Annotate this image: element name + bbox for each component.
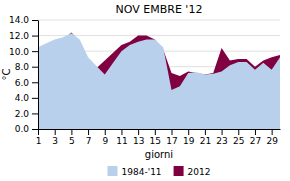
y-tick-label: 4.0 bbox=[15, 93, 30, 103]
x-tick-mark bbox=[88, 129, 89, 135]
grid-line bbox=[38, 20, 280, 21]
x-tick-mark bbox=[255, 129, 256, 135]
x-tick: 17 bbox=[166, 129, 177, 146]
legend-item: 2012 bbox=[174, 166, 211, 177]
x-tick-label: 29 bbox=[266, 136, 278, 146]
grid bbox=[38, 20, 280, 129]
x-tick-mark bbox=[71, 129, 72, 135]
x-tick-mark bbox=[155, 129, 156, 135]
areas bbox=[38, 32, 280, 129]
x-tick-label: 15 bbox=[150, 136, 161, 146]
title: NOV EMBRE '12 bbox=[116, 3, 203, 16]
y-tick-label: 12.0 bbox=[9, 31, 29, 41]
y-tick-label: 0.0 bbox=[15, 124, 30, 134]
chart: 13579111315171921232527290.02.04.06.08.0… bbox=[0, 0, 290, 181]
y-tick-mark bbox=[32, 98, 38, 99]
x-tick-label: 27 bbox=[250, 136, 261, 146]
y-axis-line bbox=[38, 21, 39, 130]
y-tick-mark bbox=[32, 67, 38, 68]
y-tick-label: 2.0 bbox=[15, 109, 30, 119]
legend-item: 1984-'11 bbox=[108, 166, 162, 177]
y-tick-mark bbox=[32, 20, 38, 21]
y-tick-mark bbox=[32, 51, 38, 52]
x-tick-label: 13 bbox=[133, 136, 144, 146]
area bbox=[38, 32, 280, 129]
x-tick-mark bbox=[188, 129, 189, 135]
x-tick-mark bbox=[238, 129, 239, 135]
x-tick: 15 bbox=[150, 129, 161, 146]
area bbox=[38, 33, 280, 129]
x-tick-label: 9 bbox=[102, 136, 108, 146]
legend: 1984-'11 2012 bbox=[108, 166, 211, 177]
x-axis: 1357911131517192123252729 bbox=[36, 129, 281, 146]
y-axis-title: °C bbox=[1, 68, 12, 80]
x-tick-mark bbox=[205, 129, 206, 135]
x-tick-label: 11 bbox=[116, 136, 127, 146]
x-tick-mark bbox=[222, 129, 223, 135]
legend-swatch bbox=[108, 166, 118, 176]
y-tick: 4.0 bbox=[15, 93, 38, 103]
y-tick: 6.0 bbox=[15, 78, 38, 88]
x-tick: 25 bbox=[233, 129, 244, 146]
y-tick-label: 10.0 bbox=[9, 47, 29, 57]
y-tick-mark bbox=[32, 82, 38, 83]
y-tick-mark bbox=[32, 36, 38, 37]
legend-swatch bbox=[174, 166, 184, 176]
x-tick-mark bbox=[121, 129, 122, 135]
x-tick: 23 bbox=[216, 129, 227, 146]
x-tick-label: 25 bbox=[233, 136, 244, 146]
y-tick: 8.0 bbox=[15, 62, 38, 72]
x-tick-mark bbox=[272, 129, 273, 135]
x-tick-mark bbox=[55, 129, 56, 135]
x-tick-label: 1 bbox=[36, 136, 42, 146]
x-tick: 13 bbox=[133, 129, 144, 146]
x-tick-mark bbox=[105, 129, 106, 135]
x-tick-label: 5 bbox=[69, 136, 75, 146]
x-tick-mark bbox=[138, 129, 139, 135]
y-tick-label: 8.0 bbox=[15, 62, 30, 72]
y-tick: 2.0 bbox=[15, 109, 38, 119]
x-tick: 3 bbox=[52, 129, 58, 146]
x-tick: 9 bbox=[102, 129, 108, 146]
x-tick-mark bbox=[172, 129, 173, 135]
x-tick: 5 bbox=[69, 129, 75, 146]
x-tick: 29 bbox=[266, 129, 278, 146]
x-tick: 7 bbox=[86, 129, 92, 146]
y-tick-mark bbox=[32, 129, 38, 130]
x-axis-line bbox=[39, 129, 281, 130]
y-tick: 10.0 bbox=[9, 47, 38, 57]
y-tick: 0.0 bbox=[15, 124, 38, 134]
y-tick: 12.0 bbox=[9, 31, 38, 41]
x-tick-label: 19 bbox=[183, 136, 195, 146]
x-tick: 1 bbox=[36, 129, 42, 146]
y-tick-label: 6.0 bbox=[15, 78, 30, 88]
plot: 13579111315171921232527290.02.04.06.08.0… bbox=[9, 15, 281, 146]
legend-label: 1984-'11 bbox=[122, 167, 162, 177]
x-tick: 11 bbox=[116, 129, 127, 146]
y-tick-mark bbox=[32, 113, 38, 114]
legend-label: 2012 bbox=[188, 167, 211, 177]
y-axis: 0.0 2.0 4.0 6.0 8.0 10.0 12.0 14.0 bbox=[9, 15, 39, 134]
x-tick: 27 bbox=[250, 129, 261, 146]
x-tick-label: 23 bbox=[216, 136, 227, 146]
y-tick: 14.0 bbox=[9, 15, 38, 25]
x-tick: 21 bbox=[200, 129, 211, 146]
x-axis-title: giorni bbox=[145, 149, 173, 160]
x-tick: 19 bbox=[183, 129, 195, 146]
y-tick-label: 14.0 bbox=[9, 15, 29, 25]
x-tick-mark bbox=[38, 129, 39, 135]
x-tick-label: 3 bbox=[52, 136, 58, 146]
x-tick-label: 7 bbox=[86, 136, 92, 146]
x-tick-label: 17 bbox=[166, 136, 177, 146]
x-tick-label: 21 bbox=[200, 136, 211, 146]
